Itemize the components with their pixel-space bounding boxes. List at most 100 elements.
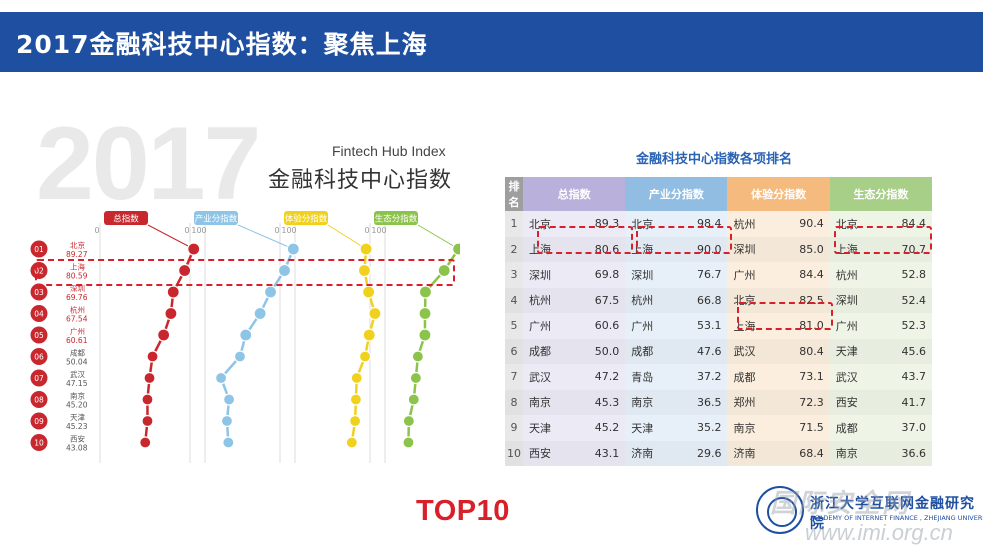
rank-badge bbox=[30, 305, 48, 322]
industry-city: 成都 bbox=[625, 338, 675, 364]
axis-tick-label: 0 bbox=[94, 226, 99, 235]
experience-value: 73.1 bbox=[776, 364, 830, 390]
series-point bbox=[402, 414, 415, 428]
table-row: 10 西安 43.1 济南 29.6 济南 68.4 南京 36.6 bbox=[505, 440, 932, 466]
city-value: 67.54 bbox=[66, 315, 88, 324]
series-point bbox=[187, 242, 201, 256]
series-point bbox=[409, 371, 422, 385]
axis-tick-label: 0 bbox=[184, 226, 189, 235]
axis-tick-label: 100 bbox=[281, 226, 296, 235]
rank-badge bbox=[30, 262, 48, 279]
series-point bbox=[166, 285, 180, 299]
total-city: 杭州 bbox=[523, 287, 573, 313]
total-city: 南京 bbox=[523, 389, 573, 415]
city-value: 50.04 bbox=[66, 358, 88, 367]
experience-city: 郑州 bbox=[727, 389, 777, 415]
table-row: 4 杭州 67.5 杭州 66.8 北京 82.5 深圳 52.4 bbox=[505, 287, 932, 313]
series-point bbox=[407, 393, 420, 406]
series-line bbox=[219, 248, 295, 443]
experience-city: 深圳 bbox=[727, 236, 777, 262]
legend-label: 产业分指数 bbox=[195, 214, 238, 225]
legend-label: 总指数 bbox=[113, 214, 139, 225]
series-point bbox=[157, 328, 171, 342]
highlight-shanghai-total bbox=[537, 226, 633, 254]
rank-cell: 10 bbox=[505, 440, 523, 466]
axis-tick-label: 0 bbox=[274, 226, 279, 235]
series-point bbox=[368, 306, 382, 321]
ecosystem-city: 杭州 bbox=[829, 262, 879, 288]
series-point bbox=[286, 242, 300, 256]
rank-cell: 7 bbox=[505, 364, 523, 390]
total-city: 西安 bbox=[523, 440, 573, 466]
series-point bbox=[253, 306, 267, 321]
industry-value: 76.7 bbox=[674, 262, 728, 288]
experience-value: 84.4 bbox=[776, 262, 830, 288]
series-point bbox=[141, 393, 154, 406]
legend-tag bbox=[374, 211, 418, 225]
experience-value: 85.0 bbox=[776, 236, 830, 262]
series-point bbox=[214, 371, 228, 385]
series-line bbox=[143, 248, 195, 443]
logo-text-cn: 浙江大学互联网金融研究院 bbox=[810, 496, 975, 532]
header-total: 总指数 bbox=[523, 177, 626, 211]
highlight-shanghai-industry bbox=[636, 226, 732, 254]
rank-cell: 2 bbox=[505, 236, 523, 262]
industry-value: 47.6 bbox=[674, 338, 728, 364]
highlight-shanghai-ecosystem bbox=[834, 226, 932, 254]
series-point bbox=[178, 263, 192, 278]
rank-cell: 9 bbox=[505, 415, 523, 441]
rank-badge bbox=[30, 369, 48, 387]
city-value: 45.23 bbox=[66, 422, 88, 431]
legend-pointer bbox=[237, 224, 294, 250]
series-point bbox=[362, 285, 376, 299]
city-name: 成都 bbox=[70, 348, 85, 358]
industry-value: 53.1 bbox=[674, 313, 728, 339]
series-point bbox=[357, 263, 372, 278]
legend-label: 生态分指数 bbox=[375, 214, 418, 225]
industry-value: 29.6 bbox=[674, 440, 728, 466]
page-title: 2017金融科技中心指数：聚焦上海 bbox=[16, 30, 428, 59]
city-name: 杭州 bbox=[70, 305, 85, 315]
total-value: 67.5 bbox=[572, 287, 626, 313]
table-title: 金融科技中心指数各项排名 bbox=[636, 152, 793, 167]
experience-city: 上海 bbox=[727, 313, 777, 339]
legend-pointer bbox=[417, 224, 459, 250]
table-row: 5 广州 60.6 广州 53.1 上海 81.0 广州 52.3 bbox=[505, 313, 932, 339]
series-point bbox=[139, 436, 152, 449]
series-point bbox=[359, 242, 373, 256]
header-rank: 排名 bbox=[505, 177, 523, 211]
rank-badge bbox=[30, 326, 48, 344]
total-city: 武汉 bbox=[523, 364, 573, 390]
rank-cell: 1 bbox=[505, 211, 523, 237]
ecosystem-value: 45.6 bbox=[879, 338, 932, 364]
total-city: 深圳 bbox=[523, 262, 573, 288]
rank-number: 05 bbox=[34, 331, 44, 340]
total-value: 50.0 bbox=[572, 338, 626, 364]
city-name: 广州 bbox=[70, 326, 85, 336]
ecosystem-city: 武汉 bbox=[829, 364, 879, 390]
total-value: 45.3 bbox=[572, 389, 626, 415]
ecosystem-city: 深圳 bbox=[829, 287, 879, 313]
table-row: 9 天津 45.2 天津 35.2 南京 71.5 成都 37.0 bbox=[505, 415, 932, 441]
watermark-text: 国际安全网 bbox=[770, 489, 911, 519]
industry-value: 37.2 bbox=[674, 364, 728, 390]
ecosystem-city: 西安 bbox=[829, 389, 879, 415]
city-name: 南京 bbox=[70, 391, 85, 401]
experience-city: 成都 bbox=[727, 364, 777, 390]
table-row: 7 武汉 47.2 青岛 37.2 成都 73.1 武汉 43.7 bbox=[505, 364, 932, 390]
series-point bbox=[349, 393, 363, 406]
series-point bbox=[239, 328, 253, 342]
ecosystem-city: 广州 bbox=[829, 313, 879, 339]
series-point bbox=[418, 328, 432, 342]
series-point bbox=[452, 242, 460, 256]
header-experience: 体验分指数 bbox=[727, 177, 830, 211]
total-value: 47.2 bbox=[572, 364, 626, 390]
total-value: 43.1 bbox=[572, 440, 626, 466]
rank-number: 07 bbox=[34, 374, 44, 383]
ecosystem-value: 41.7 bbox=[879, 389, 932, 415]
rank-number: 02 bbox=[34, 267, 44, 276]
hero-year: 2017 bbox=[36, 106, 261, 222]
total-city: 天津 bbox=[523, 415, 573, 441]
series-point bbox=[146, 350, 159, 363]
table-header-row: 排名 总指数 产业分指数 体验分指数 生态分指数 bbox=[505, 177, 932, 211]
